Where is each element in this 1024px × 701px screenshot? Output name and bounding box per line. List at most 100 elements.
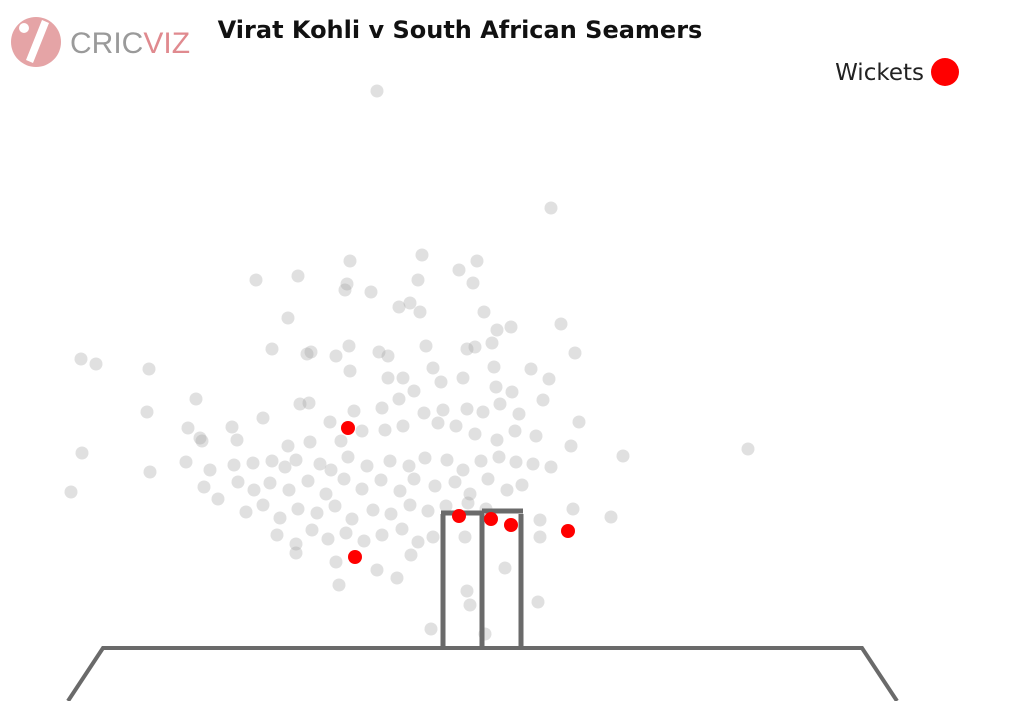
- ball-dot: [544, 460, 558, 474]
- ball-dot: [329, 349, 343, 363]
- logo-ball-icon: [19, 23, 29, 33]
- ball-dot: [179, 455, 193, 469]
- ball-dot: [313, 457, 327, 471]
- ball-dot: [426, 530, 440, 544]
- ball-dot: [181, 421, 195, 435]
- ball-dot: [375, 401, 389, 415]
- ball-dot: [364, 285, 378, 299]
- ball-dot: [396, 419, 410, 433]
- ball-dot: [466, 276, 480, 290]
- ball-dot: [500, 483, 514, 497]
- ball-dot: [227, 458, 241, 472]
- ball-dot: [75, 446, 89, 460]
- ball-dot: [529, 429, 543, 443]
- ball-dot: [458, 530, 472, 544]
- ball-dot: [393, 484, 407, 498]
- ball-dot: [490, 323, 504, 337]
- ball-dot: [524, 362, 538, 376]
- ball-dot: [403, 296, 417, 310]
- ball-dot: [345, 512, 359, 526]
- ball-dot: [526, 457, 540, 471]
- ball-dot: [193, 431, 207, 445]
- ball-dot: [300, 347, 314, 361]
- ball-dot: [508, 424, 522, 438]
- ball-dot: [421, 504, 435, 518]
- ball-dot: [616, 449, 630, 463]
- ball-dot: [572, 415, 586, 429]
- ball-dot: [544, 201, 558, 215]
- ball-dot: [431, 416, 445, 430]
- ball-dot: [256, 411, 270, 425]
- ball-dot: [533, 530, 547, 544]
- ball-dot: [461, 496, 475, 510]
- ball-dot: [142, 362, 156, 376]
- wicket-dot: [561, 524, 575, 538]
- ball-dot: [542, 372, 556, 386]
- ball-dot: [372, 345, 386, 359]
- pitch-outline: [66, 646, 899, 701]
- ball-dot: [505, 385, 519, 399]
- ball-dot: [493, 397, 507, 411]
- ball-dot: [337, 472, 351, 486]
- ball-dot: [481, 472, 495, 486]
- ball-dot: [143, 465, 157, 479]
- ball-dot: [512, 407, 526, 421]
- ball-dot: [270, 528, 284, 542]
- ball-dot: [340, 277, 354, 291]
- ball-dot: [417, 406, 431, 420]
- ball-dot: [402, 459, 416, 473]
- ball-dot: [305, 523, 319, 537]
- ball-dot: [424, 622, 438, 636]
- ball-dot: [533, 513, 547, 527]
- ball-dot: [203, 463, 217, 477]
- ball-dot: [324, 463, 338, 477]
- ball-dot: [460, 402, 474, 416]
- ball-dot: [403, 498, 417, 512]
- ball-dot: [249, 273, 263, 287]
- ball-dot: [381, 371, 395, 385]
- ball-dot: [342, 339, 356, 353]
- ball-dot: [468, 340, 482, 354]
- ball-dot: [404, 548, 418, 562]
- ball-dot: [470, 254, 484, 268]
- ball-dot: [278, 460, 292, 474]
- ball-dot: [460, 584, 474, 598]
- ball-dot: [334, 434, 348, 448]
- ball-dot: [195, 434, 209, 448]
- ball-dot: [74, 352, 88, 366]
- ball-dot: [332, 578, 346, 592]
- ball-dot: [256, 498, 270, 512]
- ball-dot: [265, 342, 279, 356]
- ball-dot: [460, 342, 474, 356]
- legend: Wickets: [835, 58, 959, 86]
- ball-dot: [355, 482, 369, 496]
- ball-dot: [366, 503, 380, 517]
- ball-dot: [419, 339, 433, 353]
- ball-dot: [468, 427, 482, 441]
- ball-dot: [281, 439, 295, 453]
- ball-dot: [426, 361, 440, 375]
- ball-dot: [407, 472, 421, 486]
- ball-dot: [328, 499, 342, 513]
- ball-dot: [411, 273, 425, 287]
- ball-dot: [487, 360, 501, 374]
- ball-dot: [378, 423, 392, 437]
- ball-dot: [247, 483, 261, 497]
- ball-dot: [231, 475, 245, 489]
- ball-dot: [531, 595, 545, 609]
- ball-dot: [370, 84, 384, 98]
- ball-dot: [265, 454, 279, 468]
- ball-dot: [341, 450, 355, 464]
- ball-dot: [343, 254, 357, 268]
- ball-dot: [452, 263, 466, 277]
- ball-dot: [476, 405, 490, 419]
- ball-dot: [439, 499, 453, 513]
- legend-label-wickets: Wickets: [835, 60, 924, 86]
- wicket-dot: [452, 509, 466, 523]
- ball-dot: [568, 346, 582, 360]
- ball-dot: [449, 419, 463, 433]
- cricviz-logo: CRICVIZ: [11, 17, 190, 67]
- ball-dots: [64, 84, 755, 641]
- ball-dot: [374, 473, 388, 487]
- ball-dot: [407, 384, 421, 398]
